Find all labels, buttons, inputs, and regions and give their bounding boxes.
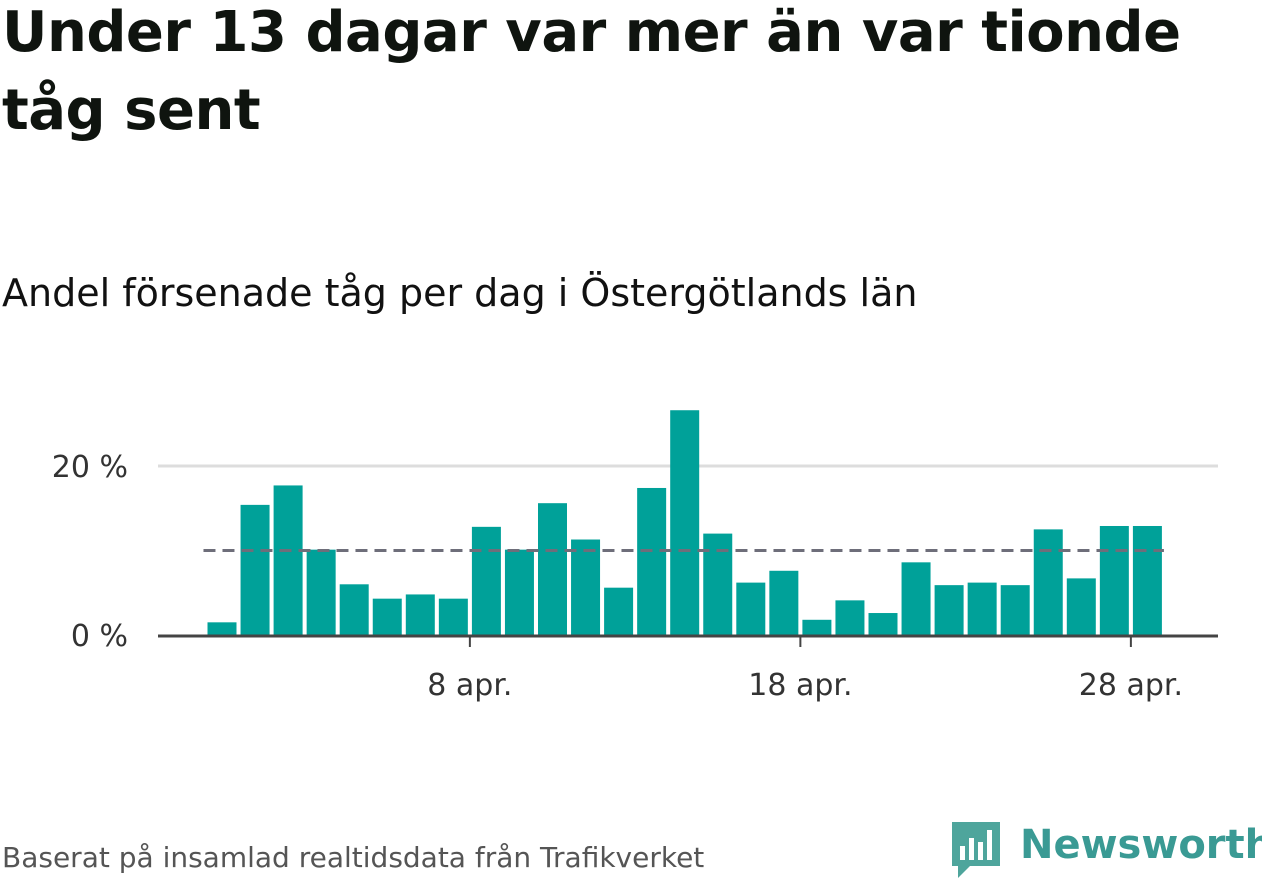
bar: [868, 613, 898, 635]
bar: [471, 526, 501, 635]
bar: [703, 533, 733, 635]
bar: [1132, 525, 1162, 635]
bar: [1066, 578, 1096, 635]
chart-subtitle: Andel försenade tåg per dag i Östergötla…: [2, 271, 918, 315]
bar: [339, 584, 369, 635]
bar: [802, 619, 832, 635]
source-note: Baserat på insamlad realtidsdata från Tr…: [2, 841, 705, 874]
bar: [604, 587, 634, 635]
bar: [372, 598, 402, 635]
y-tick-label: 0 %: [71, 619, 128, 654]
bar: [306, 549, 336, 635]
bar: [240, 504, 270, 635]
bar: [273, 485, 303, 635]
x-tick-label: 28 apr.: [1079, 668, 1183, 703]
bar: [637, 487, 667, 635]
bar: [1033, 529, 1063, 635]
bar-chart-speech-bubble-icon: [952, 822, 1000, 878]
bar-chart: 0 % 20 % 8 apr. 18 apr. 28 apr.: [52, 410, 1218, 703]
x-tick-label: 18 apr.: [748, 668, 852, 703]
bar: [571, 539, 601, 635]
bar: [901, 562, 931, 635]
bar: [1000, 585, 1030, 635]
bar: [1099, 525, 1129, 635]
bar: [538, 503, 567, 635]
bars: [207, 410, 1162, 635]
bar: [504, 549, 534, 635]
bar: [934, 585, 964, 635]
axes: 0 % 20 % 8 apr. 18 apr. 28 apr.: [52, 450, 1218, 703]
bar: [835, 600, 865, 635]
bar: [438, 598, 468, 635]
bar: [769, 570, 799, 635]
x-tick-label: 8 apr.: [427, 668, 512, 703]
bar: [405, 594, 435, 635]
y-tick-label: 20 %: [52, 450, 128, 485]
brand-name: Newsworthy: [1020, 822, 1262, 868]
bar: [736, 582, 766, 635]
bar: [967, 582, 997, 635]
chart-title: Under 13 dagar var mer än var tionde tåg…: [2, 0, 1181, 143]
bar: [207, 622, 237, 635]
bar: [670, 410, 700, 635]
